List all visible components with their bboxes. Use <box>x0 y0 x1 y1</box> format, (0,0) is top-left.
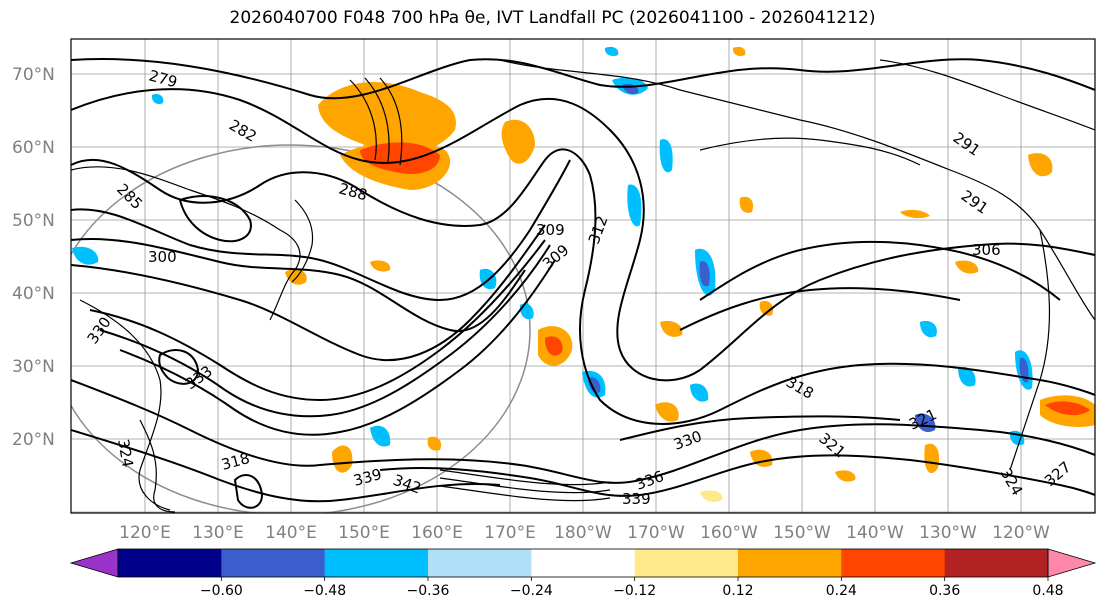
contour-label: 300 <box>148 248 177 266</box>
anomaly-positive <box>360 142 440 175</box>
lon-label: 170°W <box>627 523 685 543</box>
coastlines <box>71 59 1095 513</box>
colorbar-tick-label: −0.24 <box>510 583 553 599</box>
colorbar-swatch <box>634 549 739 577</box>
colorbar-tick-label: 0.12 <box>722 583 753 599</box>
anomaly-positive <box>285 269 307 285</box>
anomaly-positive <box>655 402 679 422</box>
anomaly-positive <box>660 320 683 337</box>
anomaly-positive <box>900 209 930 219</box>
anomaly-negative <box>519 303 534 320</box>
colorbar-extend-left <box>69 548 119 578</box>
colorbar-tick-label: −0.60 <box>200 583 243 599</box>
lon-label: 120°W <box>992 523 1050 543</box>
anomaly-positive <box>700 490 723 503</box>
colorbar-swatch <box>118 549 222 577</box>
anomaly-negative <box>659 139 673 173</box>
lon-label: 120°E <box>119 523 171 543</box>
lat-label: 40°N <box>12 284 55 304</box>
colorbar-border <box>117 548 1049 578</box>
lon-label: 130°W <box>919 523 977 543</box>
lat-label: 20°N <box>12 430 55 450</box>
colorbar-swatch <box>221 549 326 577</box>
colorbar-extend-right <box>1047 548 1097 578</box>
lat-label: 70°N <box>12 65 55 85</box>
longitude-labels: 120°E 130°E 140°E 150°E 160°E 170°E 180°… <box>119 523 1050 543</box>
colorbar-swatch <box>428 549 532 577</box>
anomaly-positive <box>955 260 979 274</box>
anomaly-positive <box>318 82 456 154</box>
anomaly-positive <box>835 470 856 482</box>
colorbar-tick-label: −0.12 <box>613 583 656 599</box>
colorbar-tick-label: −0.48 <box>303 583 346 599</box>
lon-label: 130°E <box>192 523 244 543</box>
anomaly-positive <box>501 119 535 164</box>
anomaly-positive <box>1045 401 1090 416</box>
anomaly-positive <box>924 443 940 474</box>
colorbar-swatch <box>324 549 429 577</box>
lon-label: 170°E <box>484 523 536 543</box>
anomaly-negative <box>151 93 164 105</box>
colorbar: −0.60 −0.48 −0.36 −0.24 −0.12 0.12 0.24 0.36 0.4… <box>69 548 1097 599</box>
colorbar-tick-label: 0.48 <box>1032 583 1063 599</box>
lat-label: 30°N <box>12 357 55 377</box>
colorbar-swatch <box>531 549 636 577</box>
lon-label: 180°W <box>554 523 612 543</box>
shaded-anomalies <box>72 46 1095 503</box>
lon-label: 160°E <box>411 523 463 543</box>
anomaly-negative <box>958 366 976 387</box>
colorbar-tick-label: 0.36 <box>929 583 960 599</box>
anomaly-positive <box>739 196 754 213</box>
lon-label: 140°E <box>265 523 317 543</box>
anomaly-negative <box>699 261 710 287</box>
lon-label: 140°W <box>846 523 904 543</box>
anomaly-negative <box>72 246 99 265</box>
lon-label: 150°W <box>773 523 831 543</box>
anomaly-positive <box>370 260 391 272</box>
anomaly-positive <box>732 46 746 57</box>
figure-title-wrap: 2026040700 F048 700 hPa θe, IVT Landfall… <box>0 0 1105 34</box>
anomaly-positive <box>427 436 442 451</box>
anomaly-negative <box>920 320 937 338</box>
anomaly-negative <box>627 184 642 227</box>
lat-label: 50°N <box>12 211 55 231</box>
anomaly-positive <box>332 445 353 473</box>
colorbar-tick-label: −0.36 <box>407 583 450 599</box>
anomaly-negative <box>604 46 619 57</box>
theta-e-contours <box>71 58 1095 509</box>
contour-label: 306 <box>972 241 1001 259</box>
colorbar-swatch <box>738 549 842 577</box>
anomaly-positive <box>1028 153 1053 177</box>
anomaly-negative <box>915 413 936 433</box>
contour-label: 339 <box>622 490 651 508</box>
colorbar-swatch <box>944 549 1049 577</box>
map-border <box>70 38 1096 514</box>
lat-label: 60°N <box>12 138 55 158</box>
colorbar-tick-label: 0.24 <box>826 583 857 599</box>
anomaly-positive <box>545 336 563 356</box>
latitude-labels: 70°N 60°N 50°N 40°N 30°N 20°N <box>12 65 55 450</box>
contour-label: 324 <box>114 438 137 469</box>
figure-title-text: 2026040700 F048 700 hPa θe, IVT Landfall… <box>229 8 876 28</box>
lon-label: 160°W <box>700 523 758 543</box>
anomaly-positive <box>759 300 774 316</box>
theta-e-thin-contours <box>349 77 611 502</box>
contour-label: 309 <box>536 221 565 239</box>
range-circle <box>71 144 531 513</box>
lon-label: 150°E <box>338 523 390 543</box>
anomaly-negative <box>690 383 709 402</box>
anomaly-negative <box>588 377 601 393</box>
figure-title: 2026040700 F048 700 hPa θe, IVT Landfall… <box>0 8 1105 28</box>
colorbar-swatch <box>841 549 946 577</box>
anomaly-negative <box>370 425 391 447</box>
